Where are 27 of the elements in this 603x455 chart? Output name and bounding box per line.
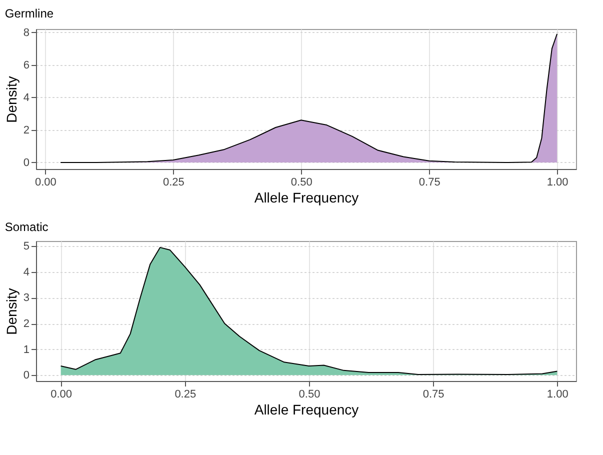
- y-axis-title: Density: [3, 288, 20, 335]
- y-tick-label: 8: [23, 26, 30, 39]
- y-tick-label: 2: [23, 124, 30, 136]
- y-tick-label: 0: [23, 370, 30, 382]
- x-tick-label: 0.25: [174, 388, 196, 400]
- y-tick-label: 3: [23, 292, 30, 304]
- chart-title: Somatic: [4, 220, 48, 234]
- x-tick-label: 0.75: [418, 176, 440, 188]
- x-tick-label: 0.50: [298, 388, 320, 400]
- x-tick-label: 1.00: [546, 388, 568, 400]
- y-tick-label: 6: [23, 59, 30, 72]
- chart-title: Germline: [4, 6, 54, 20]
- x-tick-label: 0.00: [35, 176, 56, 188]
- x-tick-label: 0.75: [422, 388, 444, 400]
- y-tick-label: 5: [23, 240, 30, 253]
- x-axis-title: Allele Frequency: [254, 190, 359, 206]
- x-axis-title: Allele Frequency: [254, 402, 359, 418]
- x-tick-label: 1.00: [546, 176, 568, 188]
- y-tick-label: 4: [23, 266, 30, 278]
- x-tick-label: 0.50: [290, 176, 312, 188]
- x-tick-label: 0.00: [50, 388, 72, 400]
- y-tick-label: 4: [23, 92, 30, 104]
- y-tick-label: 2: [23, 318, 30, 330]
- y-tick-label: 1: [23, 344, 30, 356]
- x-tick-label: 0.25: [162, 176, 184, 188]
- y-axis-title: Density: [3, 76, 20, 123]
- y-tick-label: 0: [23, 156, 30, 169]
